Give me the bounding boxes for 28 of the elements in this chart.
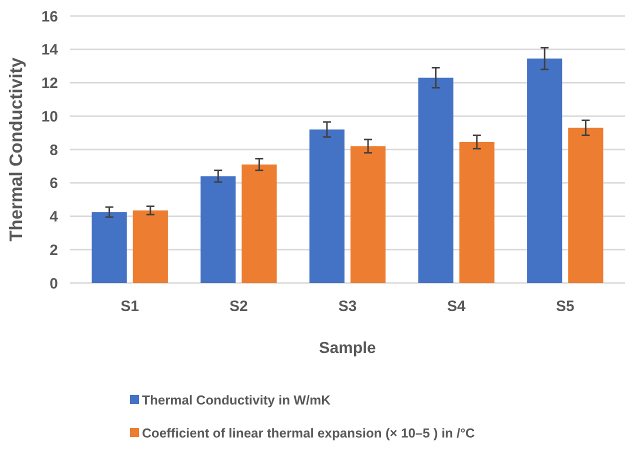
y-tick-label: 0 bbox=[50, 275, 58, 292]
bar bbox=[418, 78, 454, 283]
x-tick-label: S3 bbox=[338, 298, 357, 315]
y-tick-label: 12 bbox=[41, 75, 58, 92]
bar bbox=[242, 164, 277, 283]
bar bbox=[459, 142, 494, 283]
y-tick-label: 6 bbox=[50, 175, 58, 192]
x-tick-label: S2 bbox=[229, 298, 248, 315]
y-tick-label: 4 bbox=[50, 208, 59, 226]
y-tick-label: 16 bbox=[41, 8, 58, 26]
bar bbox=[132, 210, 168, 283]
x-tick-label: S1 bbox=[120, 298, 140, 315]
bar bbox=[309, 129, 344, 283]
y-axis-title: Thermal Conductivity bbox=[6, 57, 26, 242]
bar bbox=[568, 128, 604, 283]
bar bbox=[92, 212, 127, 283]
x-tick-label: S4 bbox=[447, 298, 466, 315]
y-tick-label: 2 bbox=[50, 242, 58, 259]
bar bbox=[200, 176, 236, 283]
bar bbox=[350, 146, 386, 283]
y-tick-label: 10 bbox=[41, 108, 58, 126]
legend-label: Coefficient of linear thermal expansion (× 10–5 ) in /°C bbox=[142, 426, 476, 441]
y-tick-label: 14 bbox=[41, 42, 59, 59]
y-tick-label: 8 bbox=[50, 142, 58, 159]
x-tick-label: S5 bbox=[556, 298, 574, 315]
bar bbox=[527, 58, 562, 283]
x-axis-title: Sample bbox=[319, 340, 376, 357]
legend-label: Thermal Conductivity in W/mK bbox=[142, 392, 332, 408]
